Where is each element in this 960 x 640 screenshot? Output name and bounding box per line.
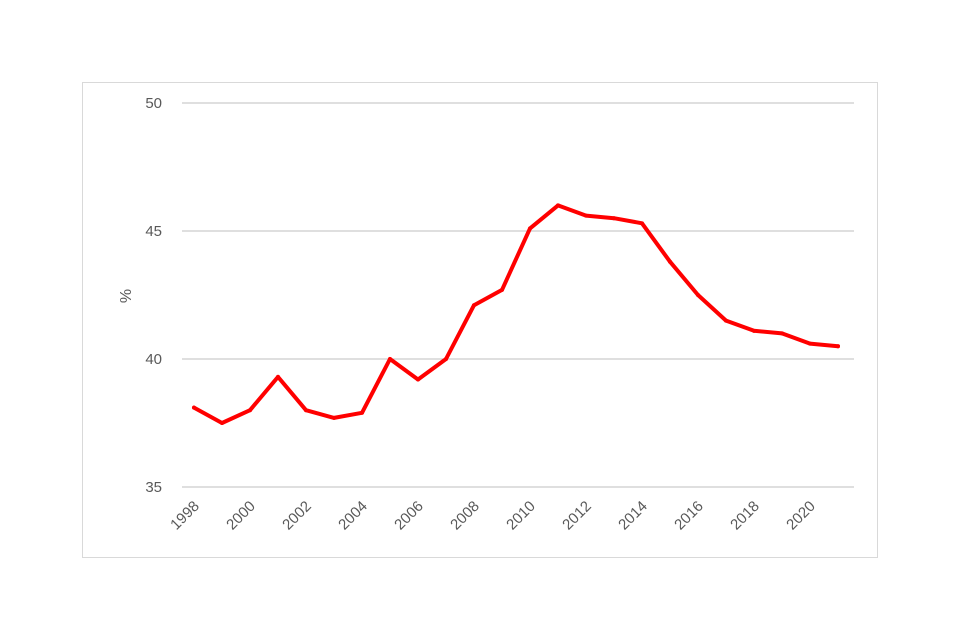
x-axis-ticks: 1998 2000 2002 2004 2006 2008 2010 2012 2014 2016… <box>167 498 819 534</box>
data-point-2020 <box>808 341 812 346</box>
data-point-2012 <box>584 213 588 218</box>
data-point-2001 <box>276 374 280 379</box>
data-point-2002 <box>304 408 308 413</box>
data-point-2007 <box>444 357 448 361</box>
data-point-1998 <box>192 405 196 410</box>
data-point-2010 <box>528 226 532 231</box>
x-tick-label-2014: 2014 <box>615 498 651 534</box>
data-point-2015 <box>668 259 672 264</box>
chart-frame <box>82 82 878 558</box>
x-tick-label-2004: 2004 <box>335 498 371 534</box>
data-point-2017 <box>724 318 728 323</box>
y-axis-label: % <box>118 289 135 303</box>
x-tick-label-2008: 2008 <box>447 498 483 534</box>
data-point-2004 <box>360 410 364 415</box>
data-point-2008 <box>472 303 476 308</box>
x-tick-label-2012: 2012 <box>559 498 595 534</box>
x-tick-label-2020: 2020 <box>783 498 819 534</box>
data-point-2003 <box>332 415 336 420</box>
data-point-2016 <box>696 293 700 297</box>
x-tick-label-2000: 2000 <box>223 498 259 534</box>
x-tick-label-2002: 2002 <box>279 498 315 534</box>
data-point-2014 <box>640 221 644 226</box>
data-point-2019 <box>780 331 784 336</box>
data-point-2011 <box>556 203 560 208</box>
x-tick-label-2010: 2010 <box>503 498 539 534</box>
data-point-2013 <box>612 216 616 221</box>
data-point-2009 <box>500 287 504 292</box>
y-tick-label-35: 35 <box>145 479 162 496</box>
y-tick-label-50: 50 <box>145 95 162 112</box>
x-tick-label-1998: 1998 <box>167 498 203 534</box>
y-tick-label-40: 40 <box>145 351 162 368</box>
y-axis-ticks: 35 40 45 50 <box>145 95 162 496</box>
data-point-1999 <box>220 421 224 425</box>
x-tick-label-2006: 2006 <box>391 498 427 534</box>
series-line-0 <box>192 203 840 425</box>
x-tick-label-2016: 2016 <box>671 498 707 534</box>
data-point-2018 <box>752 328 756 333</box>
y-tick-label-45: 45 <box>145 223 162 240</box>
gridlines <box>182 102 854 488</box>
data-point-2005 <box>388 357 392 361</box>
data-point-2000 <box>248 408 252 413</box>
series-layer <box>192 203 840 425</box>
data-point-2021 <box>836 344 840 349</box>
data-point-2006 <box>416 377 420 382</box>
x-tick-label-2018: 2018 <box>727 498 763 534</box>
